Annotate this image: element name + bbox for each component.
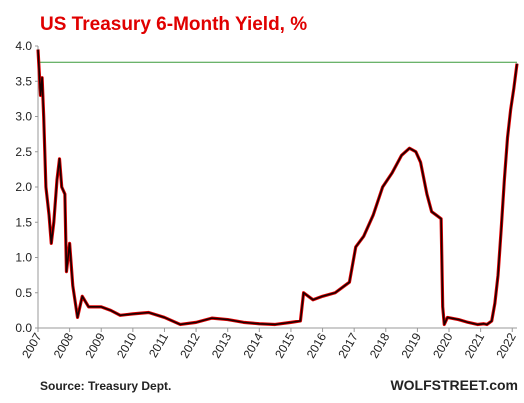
y-tick-label: 0.5: [15, 286, 32, 300]
y-tick-label: 2.5: [15, 145, 32, 159]
line-glow: [36, 49, 519, 327]
y-tick-label: 0.0: [15, 321, 32, 335]
x-tick-label: 2014: [240, 330, 266, 360]
y-tick-label: 4.0: [15, 39, 32, 53]
chart-title: US Treasury 6-Month Yield, %: [40, 14, 307, 35]
x-tick-label: 2022: [493, 330, 519, 360]
y-tick-label: 3.0: [15, 110, 32, 124]
x-tick-label: 2017: [335, 330, 361, 360]
x-tick-label: 2020: [430, 330, 456, 360]
x-tick-label: 2009: [82, 330, 108, 360]
x-tick-label: 2010: [114, 330, 140, 360]
x-tick-label: 2013: [209, 330, 235, 360]
x-tick-label: 2021: [462, 330, 488, 360]
x-tick-label: 2015: [272, 330, 298, 360]
y-tick-label: 1.5: [15, 215, 32, 229]
y-tick-label: 1.0: [15, 251, 32, 265]
x-tick-label: 2018: [367, 330, 393, 360]
brand: WOLFSTREET.com: [390, 377, 518, 393]
x-tick-label: 2019: [399, 330, 425, 360]
y-tick-label: 3.5: [15, 74, 32, 88]
source: Source: Treasury Dept.: [40, 379, 171, 393]
x-tick-label: 2011: [146, 330, 171, 360]
x-tick-label: 2016: [304, 330, 330, 360]
x-tick-label: 2012: [177, 330, 203, 360]
line: [37, 49, 518, 326]
y-tick-label: 2.0: [15, 180, 32, 194]
x-tick-label: 2008: [51, 330, 77, 360]
